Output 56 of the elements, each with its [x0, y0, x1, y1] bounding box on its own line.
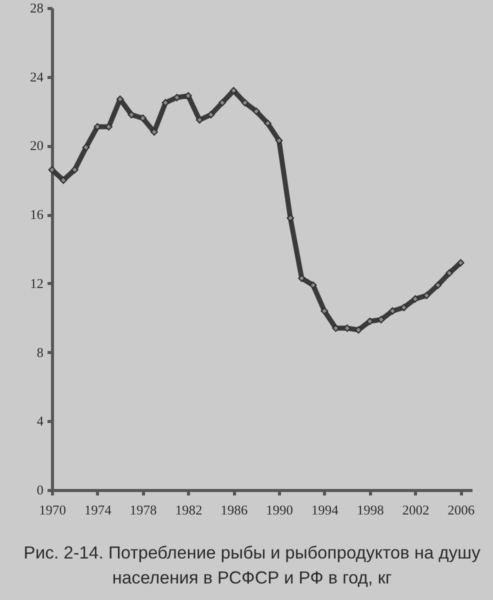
y-tick-label: 0 — [36, 482, 44, 498]
point — [434, 281, 442, 289]
point — [162, 98, 170, 106]
point — [366, 318, 374, 325]
point — [48, 166, 56, 174]
y-tick-label: 4 — [36, 414, 44, 429]
point — [264, 120, 272, 128]
point — [446, 269, 453, 277]
y-tick-label: 24 — [30, 69, 44, 84]
y-tick-label: 28 — [30, 0, 44, 16]
point — [139, 114, 146, 122]
point — [378, 316, 385, 324]
point — [388, 307, 396, 315]
point — [456, 259, 464, 266]
x-tick-label: 2006 — [448, 502, 475, 518]
y-tick-label: 20 — [30, 138, 44, 154]
x-tick-label: 1994 — [311, 502, 339, 518]
y-tick-label: 12 — [30, 276, 44, 291]
point — [332, 324, 340, 332]
point — [241, 98, 249, 106]
x-tick-label: 1986 — [220, 502, 248, 518]
text: Рис. 2-14. Потребление рыбы и рыбопродуктов на душу населения в РСФСР и РФ в год, кг — [24, 542, 481, 588]
x-tick-label: 1970 — [39, 502, 66, 518]
point — [128, 111, 136, 118]
x-tick-label: 1974 — [84, 502, 112, 518]
point — [275, 136, 283, 144]
point — [320, 307, 328, 315]
point — [286, 214, 294, 222]
point — [309, 281, 317, 289]
point — [105, 123, 112, 130]
point — [230, 86, 238, 94]
point — [116, 96, 124, 103]
x-tick-label: 1982 — [175, 502, 202, 518]
point — [94, 123, 102, 130]
y-tick-label: 8 — [36, 344, 44, 360]
x-tick-label: 2002 — [402, 502, 430, 518]
point — [298, 274, 306, 282]
point — [196, 116, 204, 124]
point — [207, 111, 215, 118]
point — [150, 128, 158, 136]
point — [71, 166, 78, 174]
point — [343, 324, 351, 332]
x-tick-label: 1990 — [266, 502, 294, 518]
point — [60, 176, 68, 184]
point — [400, 304, 408, 312]
point — [184, 92, 192, 100]
point — [82, 144, 90, 152]
point — [354, 326, 362, 334]
x-tick-label: 1978 — [130, 502, 158, 518]
x-tick-label: 1998 — [356, 502, 384, 518]
point — [218, 98, 226, 106]
point — [173, 94, 181, 102]
point — [412, 295, 419, 303]
point — [422, 292, 430, 300]
point — [252, 108, 260, 115]
y-tick-label: 16 — [30, 207, 44, 222]
